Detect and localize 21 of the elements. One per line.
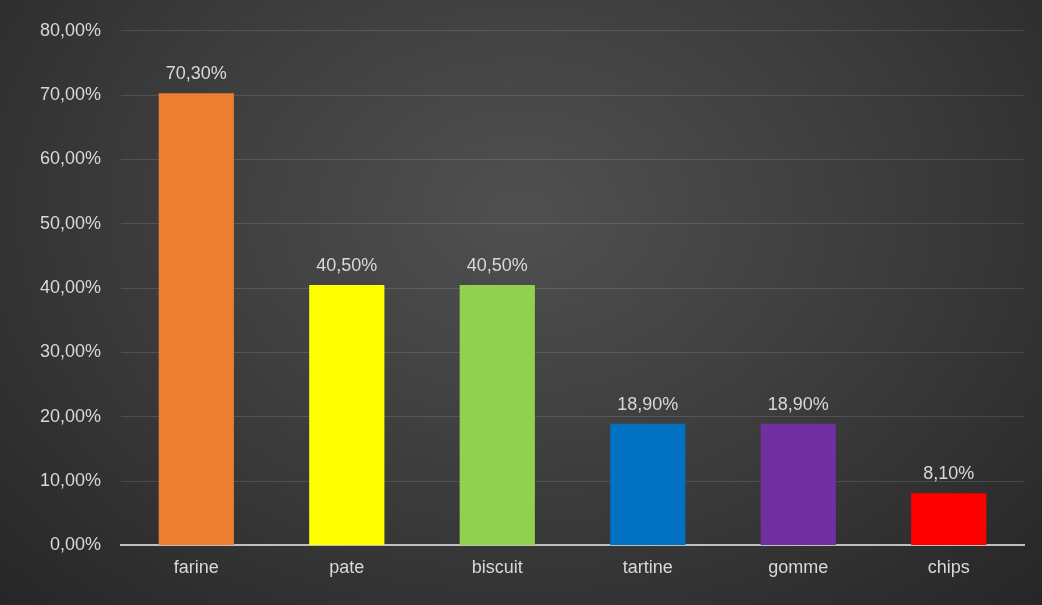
data-label: 40,50% — [466, 254, 528, 275]
x-tick-label: gomme — [768, 557, 829, 578]
y-tick-label: 20,00% — [39, 405, 102, 426]
y-tick-label: 70,00% — [39, 84, 102, 105]
y-tick-label: 10,00% — [39, 470, 102, 491]
x-tick-label: biscuit — [471, 557, 523, 578]
data-label: 18,90% — [767, 393, 829, 414]
y-tick-label: 40,00% — [39, 277, 102, 298]
y-tick-label: 0,00% — [50, 534, 102, 555]
data-label: 8,10% — [923, 463, 975, 484]
x-tick-label: tartine — [622, 557, 673, 578]
x-tick-label: pate — [329, 557, 365, 578]
y-tick-label: 30,00% — [39, 341, 102, 362]
y-tick-label: 80,00% — [39, 19, 102, 40]
data-label: 40,50% — [316, 254, 378, 275]
y-tick-label: 60,00% — [39, 148, 102, 169]
x-tick-label: farine — [173, 557, 219, 578]
data-label: 18,90% — [617, 393, 679, 414]
y-tick-label: 50,00% — [39, 212, 102, 233]
data-label: 70,30% — [165, 63, 227, 84]
x-tick-label: chips — [927, 557, 970, 578]
